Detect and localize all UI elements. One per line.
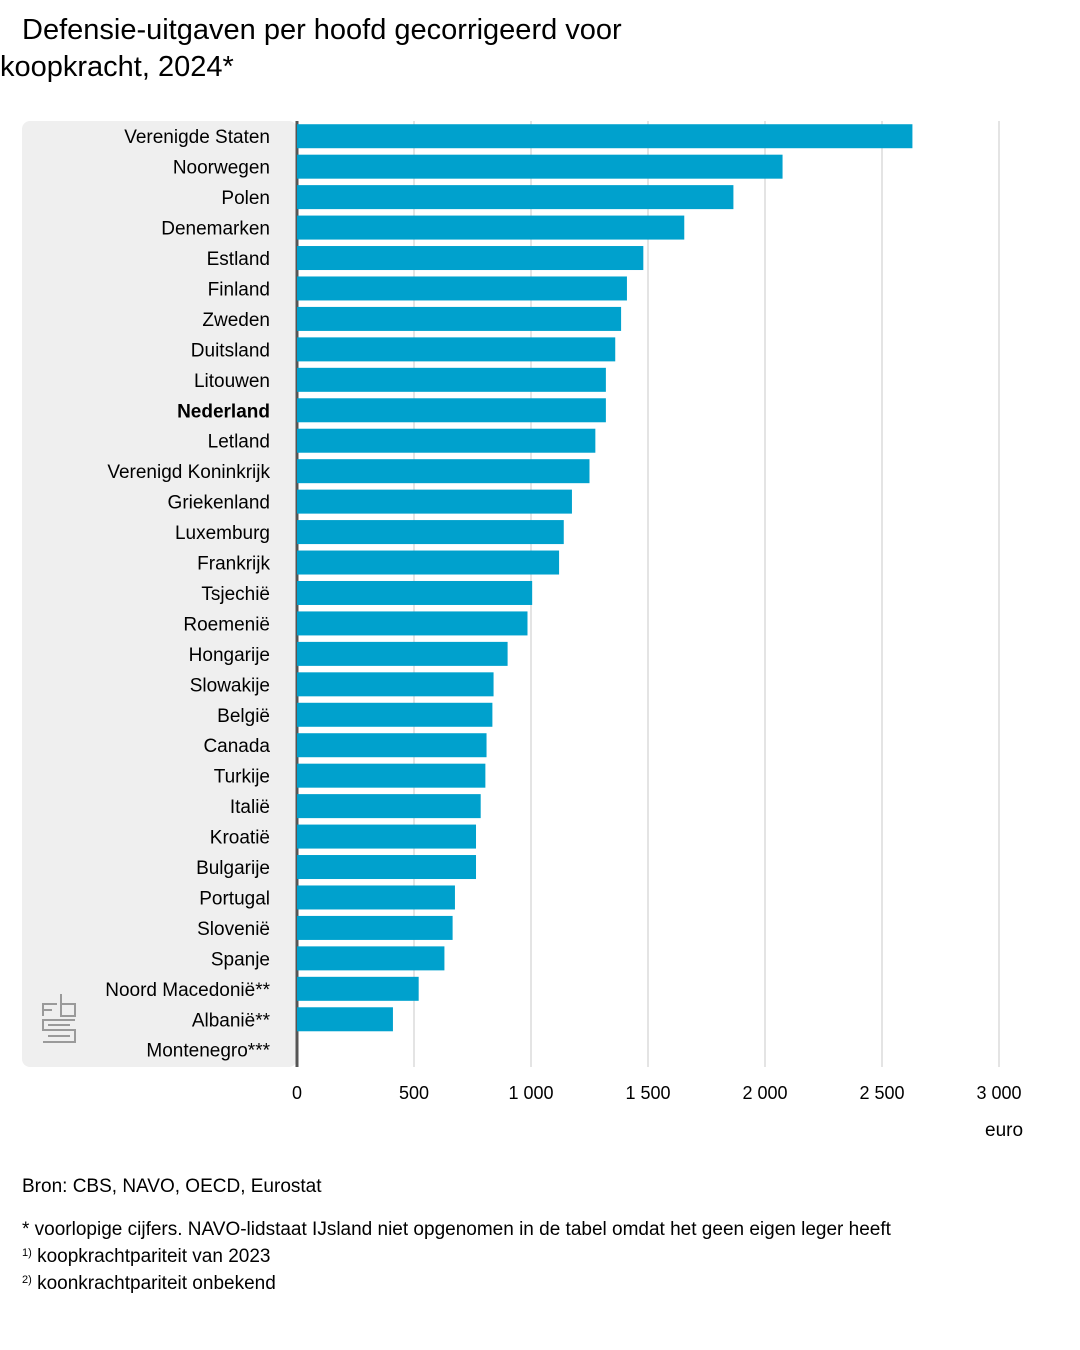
footnote-preliminary: * voorlopige cijfers. NAVO-lidstaat IJsl… xyxy=(22,1219,891,1241)
category-panel xyxy=(22,121,297,1067)
footnote-text: koonkrachtpariteit onbekend xyxy=(37,1273,276,1294)
bar xyxy=(297,489,572,514)
category-label: Noorwegen xyxy=(173,158,270,179)
bar xyxy=(297,185,734,210)
bar-chart: Verenigde Staten Noorwegen Polen Denemarken… xyxy=(22,121,1022,1103)
cbs-logo-icon xyxy=(42,994,76,1043)
category-label: Canada xyxy=(203,736,270,757)
category-label: Slowakije xyxy=(190,675,270,696)
x-tick-label: 3 000 xyxy=(976,1083,1021,1103)
x-tick-label: 1 000 xyxy=(508,1083,553,1103)
x-tick-label: 500 xyxy=(399,1083,429,1103)
bar xyxy=(297,306,622,331)
bar xyxy=(297,428,596,453)
category-label: Verenigd Koninkrijk xyxy=(107,462,270,483)
category-label: België xyxy=(217,706,270,727)
x-axis-unit: euro xyxy=(985,1120,1024,1141)
category-label: Spanje xyxy=(211,949,270,970)
category-label: Roemenië xyxy=(183,614,270,635)
bar xyxy=(297,550,560,575)
footnote-marker: 1) xyxy=(22,1247,32,1259)
bar xyxy=(297,733,487,758)
footnote-1: 1) koopkrachtpariteit van 2023 xyxy=(22,1246,271,1268)
footnote-text: * voorlopige cijfers. NAVO-lidstaat IJsl… xyxy=(22,1219,891,1240)
bar xyxy=(297,337,616,362)
chart-title: Defensie-uitgaven per hoofd gecorrigeerd… xyxy=(0,14,622,83)
bar xyxy=(297,672,494,697)
bar xyxy=(297,641,508,666)
category-label: Polen xyxy=(221,188,270,209)
category-label: Estland xyxy=(207,249,270,270)
category-label: Griekenland xyxy=(168,493,270,514)
bar xyxy=(297,611,528,636)
category-label: Nederland xyxy=(177,401,270,422)
bar xyxy=(297,794,481,819)
category-label: Litouwen xyxy=(194,371,270,392)
bar xyxy=(297,824,477,849)
bar xyxy=(297,976,419,1001)
bar xyxy=(297,398,606,423)
bar xyxy=(297,915,453,940)
source-text: Bron: CBS, NAVO, OECD, Eurostat xyxy=(22,1176,322,1197)
footnote-text: koopkrachtpariteit van 2023 xyxy=(37,1246,271,1267)
bar xyxy=(297,246,644,271)
bar xyxy=(297,154,783,179)
footnote-2: 2) koonkrachtpariteit onbekend xyxy=(22,1273,276,1295)
bar xyxy=(297,520,564,545)
bar xyxy=(297,946,445,971)
bar xyxy=(297,215,685,240)
bar xyxy=(297,459,590,484)
category-label: Italië xyxy=(230,797,270,818)
bar xyxy=(297,580,533,605)
bar xyxy=(297,885,455,910)
category-label: Noord Macedonië** xyxy=(105,980,270,1001)
x-tick-label: 0 xyxy=(292,1083,302,1103)
category-label: Finland xyxy=(208,279,270,300)
bar xyxy=(297,855,477,880)
bar xyxy=(297,367,606,392)
category-label: Montenegro*** xyxy=(146,1041,270,1062)
bar xyxy=(297,276,627,301)
category-label: Verenigde Staten xyxy=(124,127,270,148)
category-label: Albanië** xyxy=(192,1010,271,1031)
category-label: Frankrijk xyxy=(197,554,270,575)
footnote-marker: 2) xyxy=(22,1274,32,1286)
category-label: Zweden xyxy=(202,310,270,331)
bar xyxy=(297,124,913,149)
x-tick-label: 2 500 xyxy=(859,1083,904,1103)
category-label: Kroatië xyxy=(210,828,270,849)
x-tick-label: 1 500 xyxy=(625,1083,670,1103)
category-label: Duitsland xyxy=(191,340,270,361)
bar xyxy=(297,702,493,727)
category-label: Bulgarije xyxy=(196,858,270,879)
category-label: Hongarije xyxy=(189,645,270,666)
category-label: Tsjechië xyxy=(201,584,270,605)
category-label: Slovenië xyxy=(197,919,270,940)
bar xyxy=(297,1007,393,1032)
category-label: Portugal xyxy=(199,888,270,909)
bar xyxy=(297,763,486,788)
category-label: Denemarken xyxy=(161,219,270,240)
category-label: Turkije xyxy=(214,767,270,788)
category-label: Letland xyxy=(208,432,270,453)
category-label: Luxemburg xyxy=(175,523,270,544)
x-tick-label: 2 000 xyxy=(742,1083,787,1103)
